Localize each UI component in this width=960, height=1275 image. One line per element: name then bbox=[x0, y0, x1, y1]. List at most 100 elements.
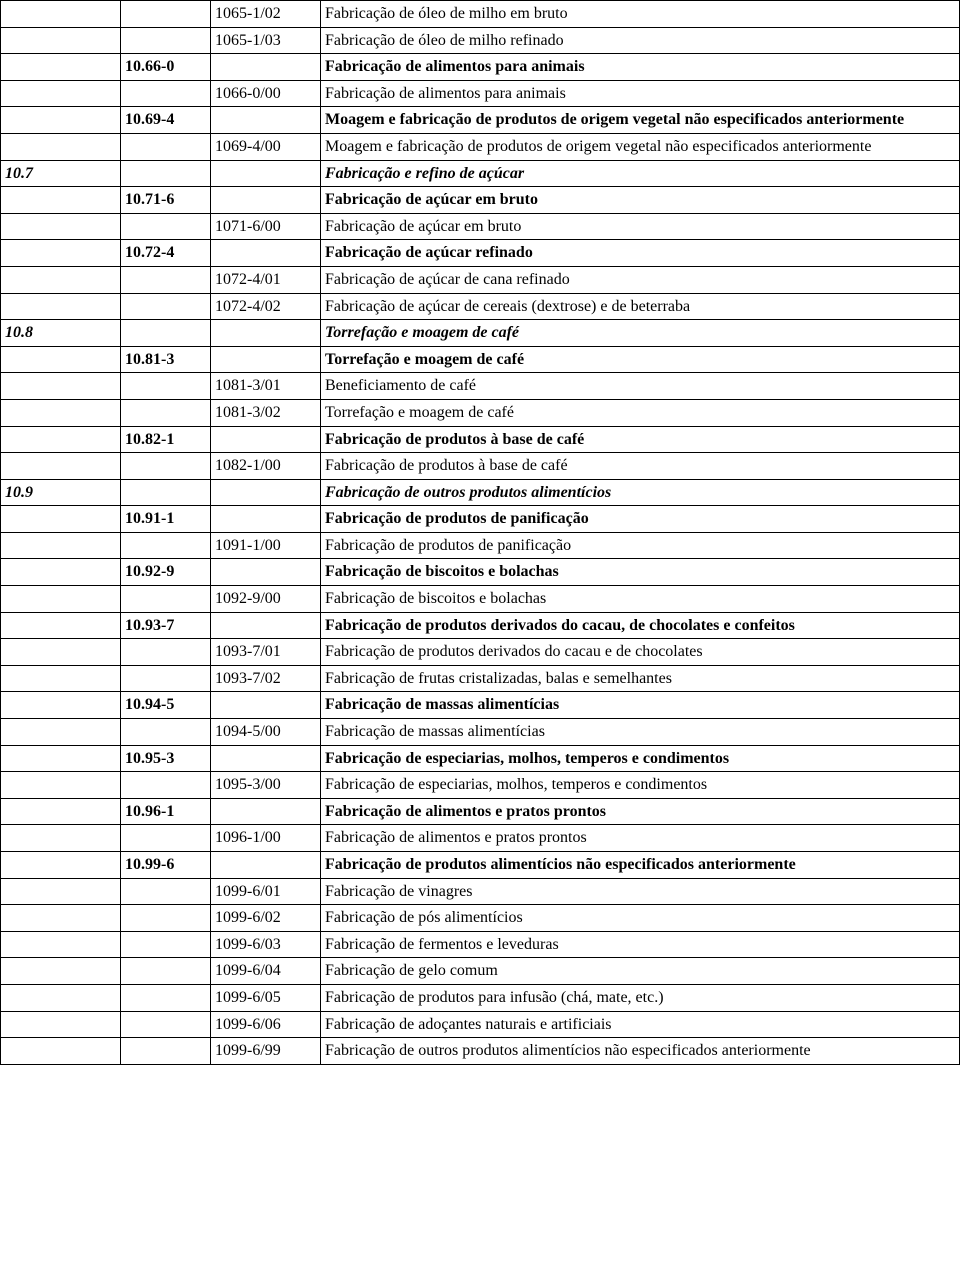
table-cell bbox=[121, 958, 211, 985]
table-cell bbox=[121, 133, 211, 160]
code-cell: 10.69-4 bbox=[121, 107, 211, 134]
table-row: 1095-3/00Fabricação de especiarias, molh… bbox=[1, 772, 960, 799]
table-cell bbox=[211, 346, 321, 373]
table-cell bbox=[121, 532, 211, 559]
table-row: 10.81-3Torrefação e moagem de café bbox=[1, 346, 960, 373]
code-cell: 10.81-3 bbox=[121, 346, 211, 373]
table-row: 10.96-1Fabricação de alimentos e pratos … bbox=[1, 798, 960, 825]
table-row: 1099-6/03Fabricação de fermentos e leved… bbox=[1, 931, 960, 958]
table-row: 1093-7/01Fabricação de produtos derivado… bbox=[1, 639, 960, 666]
table-cell bbox=[121, 266, 211, 293]
description-cell: Fabricação de gelo comum bbox=[321, 958, 960, 985]
table-row: 1096-1/00Fabricação de alimentos e prato… bbox=[1, 825, 960, 852]
description-cell: Fabricação de açúcar de cereais (dextros… bbox=[321, 293, 960, 320]
description-cell: Fabricação de especiarias, molhos, tempe… bbox=[321, 772, 960, 799]
code-cell: 1099-6/05 bbox=[211, 984, 321, 1011]
code-cell: 1081-3/01 bbox=[211, 373, 321, 400]
table-cell bbox=[1, 107, 121, 134]
description-cell: Fabricação de produtos de panificação bbox=[321, 506, 960, 533]
table-cell bbox=[1, 745, 121, 772]
table-cell bbox=[1, 293, 121, 320]
table-row: 1065-1/02Fabricação de óleo de milho em … bbox=[1, 1, 960, 28]
table-cell bbox=[1, 399, 121, 426]
table-row: 1081-3/01Beneficiamento de café bbox=[1, 373, 960, 400]
code-cell: 1091-1/00 bbox=[211, 532, 321, 559]
table-cell bbox=[211, 479, 321, 506]
table-cell bbox=[1, 719, 121, 746]
description-cell: Beneficiamento de café bbox=[321, 373, 960, 400]
code-cell: 1099-6/99 bbox=[211, 1038, 321, 1065]
document-page: 1065-1/02Fabricação de óleo de milho em … bbox=[0, 0, 960, 1065]
code-cell: 10.95-3 bbox=[121, 745, 211, 772]
description-cell: Fabricação de produtos para infusão (chá… bbox=[321, 984, 960, 1011]
table-cell bbox=[211, 187, 321, 214]
description-cell: Fabricação de produtos à base de café bbox=[321, 453, 960, 480]
table-row: 1081-3/02Torrefação e moagem de café bbox=[1, 399, 960, 426]
code-cell: 1093-7/02 bbox=[211, 665, 321, 692]
table-cell bbox=[211, 160, 321, 187]
table-cell bbox=[121, 931, 211, 958]
code-cell: 10.94-5 bbox=[121, 692, 211, 719]
table-cell bbox=[121, 320, 211, 347]
description-cell: Fabricação de açúcar de cana refinado bbox=[321, 266, 960, 293]
table-cell bbox=[1, 984, 121, 1011]
code-cell: 1065-1/02 bbox=[211, 1, 321, 28]
description-cell: Moagem e fabricação de produtos de orige… bbox=[321, 133, 960, 160]
table-row: 1072-4/01Fabricação de açúcar de cana re… bbox=[1, 266, 960, 293]
table-row: 1071-6/00Fabricação de açúcar em bruto bbox=[1, 213, 960, 240]
table-cell bbox=[1, 825, 121, 852]
table-row: 10.92-9Fabricação de biscoitos e bolacha… bbox=[1, 559, 960, 586]
table-cell bbox=[1, 240, 121, 267]
table-row: 1099-6/99Fabricação de outros produtos a… bbox=[1, 1038, 960, 1065]
table-cell bbox=[121, 878, 211, 905]
table-cell bbox=[121, 1, 211, 28]
table-cell bbox=[1, 453, 121, 480]
table-row: 1099-6/05Fabricação de produtos para inf… bbox=[1, 984, 960, 1011]
table-row: 10.93-7Fabricação de produtos derivados … bbox=[1, 612, 960, 639]
description-cell: Fabricação de açúcar em bruto bbox=[321, 187, 960, 214]
table-cell bbox=[211, 692, 321, 719]
table-row: 10.7Fabricação e refino de açúcar bbox=[1, 160, 960, 187]
table-row: 10.99-6 Fabricação de produtos alimentíci… bbox=[1, 852, 960, 879]
code-cell: 1099-6/03 bbox=[211, 931, 321, 958]
description-cell: Fabricação de óleo de milho refinado bbox=[321, 27, 960, 54]
table-cell bbox=[1, 54, 121, 81]
description-cell: Fabricação de massas alimentícias bbox=[321, 719, 960, 746]
description-cell: Fabricação de açúcar em bruto bbox=[321, 213, 960, 240]
table-row: 1099-6/06Fabricação de adoçantes naturai… bbox=[1, 1011, 960, 1038]
table-cell bbox=[121, 665, 211, 692]
table-cell bbox=[1, 27, 121, 54]
code-cell: 10.99-6 bbox=[121, 852, 211, 879]
code-cell: 1092-9/00 bbox=[211, 586, 321, 613]
description-cell: Fabricação de produtos derivados do caca… bbox=[321, 612, 960, 639]
table-cell bbox=[211, 54, 321, 81]
description-cell: Fabricação de biscoitos e bolachas bbox=[321, 559, 960, 586]
table-row: 10.82-1Fabricação de produtos à base de … bbox=[1, 426, 960, 453]
table-body: 1065-1/02Fabricação de óleo de milho em … bbox=[1, 1, 960, 1065]
table-cell bbox=[211, 798, 321, 825]
table-cell bbox=[1, 612, 121, 639]
table-row: 1092-9/00Fabricação de biscoitos e bolac… bbox=[1, 586, 960, 613]
code-cell: 1099-6/02 bbox=[211, 905, 321, 932]
table-cell bbox=[1, 931, 121, 958]
table-cell bbox=[211, 240, 321, 267]
table-cell bbox=[121, 639, 211, 666]
description-cell: Fabricação de produtos alimentícios não … bbox=[321, 852, 960, 879]
table-row: 1093-7/02Fabricação de frutas cristaliza… bbox=[1, 665, 960, 692]
table-cell bbox=[121, 213, 211, 240]
table-cell bbox=[211, 506, 321, 533]
description-cell: Moagem e fabricação de produtos de orige… bbox=[321, 107, 960, 134]
table-cell bbox=[121, 453, 211, 480]
description-cell: Fabricação de especiarias, molhos, tempe… bbox=[321, 745, 960, 772]
code-cell: 10.9 bbox=[1, 479, 121, 506]
table-cell bbox=[121, 772, 211, 799]
table-cell bbox=[211, 107, 321, 134]
description-cell: Fabricação de pós alimentícios bbox=[321, 905, 960, 932]
code-cell: 1096-1/00 bbox=[211, 825, 321, 852]
description-cell: Torrefação e moagem de café bbox=[321, 320, 960, 347]
table-cell bbox=[1, 266, 121, 293]
code-cell: 1082-1/00 bbox=[211, 453, 321, 480]
table-row: 1099-6/04Fabricação de gelo comum bbox=[1, 958, 960, 985]
table-row: 10.91-1Fabricação de produtos de panific… bbox=[1, 506, 960, 533]
table-row: 10.72-4Fabricação de açúcar refinado bbox=[1, 240, 960, 267]
